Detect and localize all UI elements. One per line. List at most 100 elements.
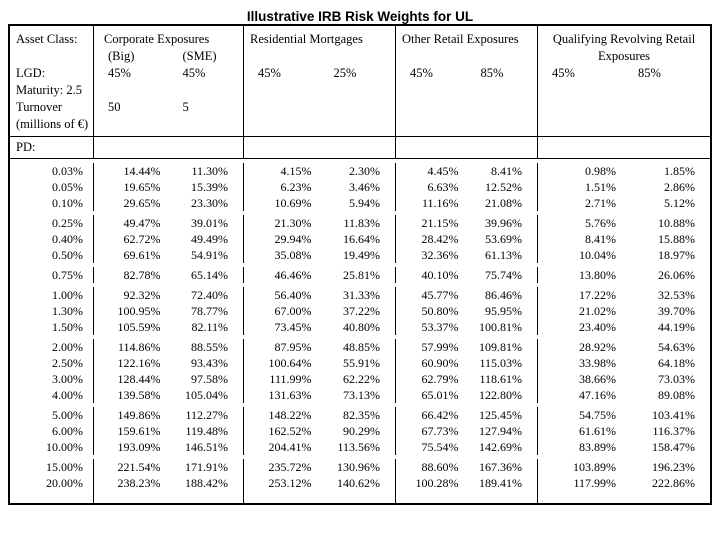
risk-weight-cell: 100.95% 78.77%: [93, 303, 243, 319]
risk-weight-cell: 8.41% 15.88%: [537, 231, 710, 247]
spacer-line: [244, 48, 395, 65]
lgd-value: 45%: [108, 66, 131, 80]
risk-weight-value: 13.80%: [579, 268, 616, 282]
table-row: 0.10% 29.65% 23.30% 10.69% 5.94% 11.16% 21.08%…: [10, 195, 710, 211]
risk-weight-value: 105.59%: [117, 320, 161, 334]
risk-weight-cell: 21.30% 11.83%: [243, 215, 395, 231]
risk-weight-cell: 61.61% 116.37%: [537, 423, 710, 439]
risk-weight-value: 18.97%: [658, 248, 695, 262]
risk-weight-cell: 221.54% 171.91%: [93, 459, 243, 475]
table-row: 2.50% 122.16% 93.43% 100.64% 55.91% 60.90% 115…: [10, 355, 710, 371]
risk-weight-cell: 28.42% 53.69%: [395, 231, 537, 247]
residential-lgd-values: 45% 25%: [244, 65, 395, 82]
risk-weight-value: 23.30%: [191, 196, 228, 210]
pd-value: 0.10%: [52, 196, 83, 210]
risk-weight-cell: 75.54% 142.69%: [395, 439, 537, 455]
risk-weight-value: 10.69%: [274, 196, 312, 210]
risk-weight-cell: 13.80% 26.06%: [537, 267, 710, 283]
risk-weight-value: 32.36%: [421, 248, 459, 262]
risk-weight-value: 167.36%: [479, 460, 522, 474]
qualifying-revolving-header-cell: Qualifying Revolving Retail Exposures 45…: [537, 26, 710, 136]
spacer-line: [396, 48, 537, 65]
table-row: 1.00% 92.32% 72.40% 56.40% 31.33% 45.77% 86.46…: [10, 287, 710, 303]
pd-value: 0.25%: [52, 216, 83, 230]
risk-weight-value: 253.12%: [268, 476, 312, 490]
risk-weight-value: 162.52%: [268, 424, 312, 438]
risk-weight-value: 196.23%: [652, 460, 695, 474]
turnover-value: 5: [182, 100, 189, 114]
risk-weight-value: 50.80%: [421, 304, 459, 318]
risk-weight-cell: 21.15% 39.96%: [395, 215, 537, 231]
other-retail-header-cell: Other Retail Exposures 45% 85%: [395, 26, 537, 136]
risk-weight-value: 92.32%: [123, 288, 161, 302]
risk-weight-cell: 100.28% 189.41%: [395, 475, 537, 491]
risk-weight-value: 100.28%: [415, 476, 459, 490]
risk-weight-value: 114.86%: [117, 340, 161, 354]
risk-weight-value: 103.89%: [573, 460, 616, 474]
risk-weight-value: 14.44%: [123, 164, 161, 178]
risk-weight-value: 65.01%: [421, 388, 459, 402]
risk-weight-value: 97.58%: [191, 372, 228, 386]
column-header-qualifying-line1: Qualifying Revolving Retail: [552, 32, 696, 46]
risk-weight-value: 73.13%: [343, 388, 380, 402]
lgd-label: LGD:: [16, 66, 46, 80]
risk-weight-value: 82.78%: [123, 268, 161, 282]
qualifying-lgd-values: 45% 85%: [538, 65, 710, 82]
risk-weight-value: 87.95%: [274, 340, 312, 354]
risk-weight-cell: 92.32% 72.40%: [93, 287, 243, 303]
risk-weight-value: 40.80%: [343, 320, 380, 334]
risk-weight-cell: 100.64% 55.91%: [243, 355, 395, 371]
table-row: 2.00% 114.86% 88.55% 87.95% 48.85% 57.99% 109.…: [10, 339, 710, 355]
risk-weight-cell: 67.00% 37.22%: [243, 303, 395, 319]
risk-weight-value: 6.23%: [280, 180, 312, 194]
corporate-lgd-values: 45% 45%: [94, 65, 243, 82]
risk-weight-value: 221.54%: [117, 460, 161, 474]
risk-weight-cell: 40.10% 75.74%: [395, 267, 537, 283]
pd-value: 1.50%: [52, 320, 83, 334]
risk-weight-value: 93.43%: [191, 356, 228, 370]
risk-weight-cell: 49.47% 39.01%: [93, 215, 243, 231]
risk-weight-value: 204.41%: [268, 440, 312, 454]
risk-weight-value: 125.45%: [479, 408, 522, 422]
empty-cell: [10, 491, 93, 503]
risk-weight-cell: 66.42% 125.45%: [395, 407, 537, 423]
risk-weight-value: 66.42%: [421, 408, 459, 422]
risk-weight-value: 188.42%: [185, 476, 228, 490]
risk-weight-value: 140.62%: [337, 476, 380, 490]
risk-weight-cell: 114.86% 88.55%: [93, 339, 243, 355]
table-row: 0.75% 82.78% 65.14% 46.46% 25.81% 40.10% 75.74…: [10, 267, 710, 283]
risk-weight-value: 90.29%: [343, 424, 380, 438]
risk-weight-value: 53.69%: [485, 232, 522, 246]
risk-weight-value: 4.45%: [427, 164, 459, 178]
risk-weight-value: 148.22%: [268, 408, 312, 422]
risk-weight-value: 26.06%: [658, 268, 695, 282]
risk-weight-value: 29.94%: [274, 232, 312, 246]
lgd-value: 25%: [333, 66, 357, 80]
risk-weight-value: 23.40%: [579, 320, 616, 334]
risk-weight-value: 86.46%: [485, 288, 522, 302]
column-header-residential: Residential Mortgages: [250, 32, 363, 46]
risk-weight-value: 2.30%: [349, 164, 380, 178]
risk-weight-value: 46.46%: [274, 268, 312, 282]
risk-weight-value: 130.96%: [337, 460, 380, 474]
corporate-exposures-header-cell: Corporate Exposures (Big) (SME) 45% 45% …: [93, 26, 243, 136]
risk-weight-value: 53.37%: [421, 320, 459, 334]
risk-weight-cell: 23.40% 44.19%: [537, 319, 710, 335]
risk-weight-cell: 50.80% 95.95%: [395, 303, 537, 319]
risk-weight-value: 189.41%: [479, 476, 522, 490]
risk-weight-cell: 83.89% 158.47%: [537, 439, 710, 455]
lgd-value: 45%: [182, 66, 206, 80]
risk-weight-cell: 32.36% 61.13%: [395, 247, 537, 263]
risk-weight-cell: 117.99% 222.86%: [537, 475, 710, 491]
risk-weight-value: 115.03%: [479, 356, 522, 370]
risk-weight-cell: 149.86% 112.27%: [93, 407, 243, 423]
table-row: 0.05% 19.65% 15.39% 6.23% 3.46% 6.63% 12.52% 1.…: [10, 179, 710, 195]
risk-weight-value: 88.60%: [421, 460, 459, 474]
empty-cell: [537, 137, 710, 158]
data-band: 0.03% 14.44% 11.30% 4.15% 2.30% 4.45% 8.41% 0.9…: [10, 159, 710, 503]
risk-weight-value: 113.56%: [337, 440, 380, 454]
risk-weight-value: 45.77%: [421, 288, 459, 302]
pd-label: PD:: [16, 140, 36, 154]
risk-weight-cell: 29.65% 23.30%: [93, 195, 243, 211]
